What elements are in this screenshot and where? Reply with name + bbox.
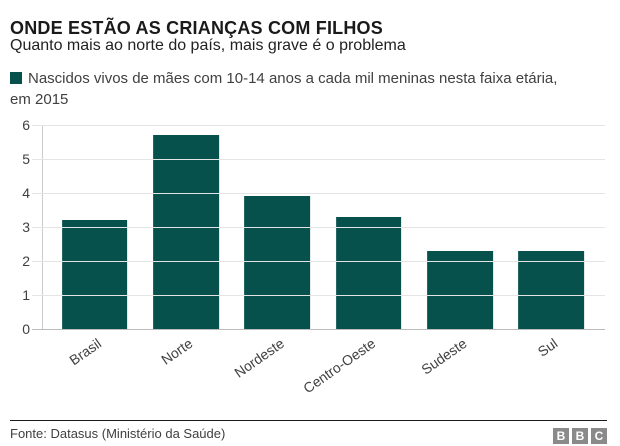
chart-subtitle: Quanto mais ao norte do país, mais grave…: [10, 37, 406, 54]
y-axis-tick-label: 4: [22, 184, 30, 201]
bar-brasil: [61, 220, 128, 329]
y-axis-tick-label: 5: [22, 150, 30, 167]
x-axis-category-label: Sudeste: [417, 335, 470, 378]
bar-norte: [153, 135, 219, 329]
gridline: [32, 260, 605, 262]
gridline: [32, 295, 605, 296]
bar-sudeste: [427, 250, 493, 329]
x-axis-category-label: Brasil: [65, 335, 104, 369]
source-attribution: Fonte: Datasus (Ministério da Saúde): [10, 426, 226, 441]
gridline: [32, 158, 605, 160]
bar-band: Brasil: [49, 125, 140, 368]
chart-legend: Nascidos vivos de mães com 10-14 anos a …: [10, 68, 570, 110]
plot-area: Brasil Norte Nordeste Centro-Oeste Sudeste Su…: [22, 117, 605, 396]
x-axis-category-label: Nordeste: [230, 335, 287, 381]
bar-centro-oeste: [335, 216, 402, 329]
bar-band: Centro-Oeste: [300, 125, 414, 396]
bbc-logo-block: B: [553, 428, 569, 444]
y-axis-tick-label: 6: [22, 117, 30, 133]
x-axis-category-label: Centro-Oeste: [299, 335, 378, 397]
bar-band: Nordeste: [231, 125, 323, 381]
gridline: [32, 227, 605, 228]
bbc-logo-block: B: [572, 428, 588, 444]
x-axis-category-label: Sul: [534, 335, 561, 360]
x-axis-category-label: Norte: [157, 335, 196, 368]
gridline: [32, 192, 605, 194]
y-axis-tick-label: 2: [22, 252, 30, 269]
bbc-logo-block: C: [591, 428, 607, 444]
y-axis-tick-label: 0: [22, 321, 30, 337]
y-axis-tick-label: 1: [22, 287, 30, 303]
legend-label: Nascidos vivos de mães com 10-14 anos a …: [10, 70, 558, 108]
x-axis-baseline: [32, 329, 605, 330]
bar-band: Norte: [140, 125, 231, 368]
bar-nordeste: [244, 196, 311, 329]
gridline: [32, 125, 605, 126]
bars-row: Brasil Norte Nordeste Centro-Oeste Sudeste Su…: [49, 125, 597, 396]
footer-divider: [10, 420, 607, 421]
bar-band: Sudeste: [414, 125, 505, 378]
bar-sul: [518, 250, 585, 329]
y-axis-tick-label: 3: [22, 219, 30, 235]
legend-swatch-icon: [10, 72, 22, 84]
bar-band: Sul: [506, 125, 597, 360]
page-title: ONDE ESTÃO AS CRIANÇAS COM FILHOS: [10, 18, 383, 39]
